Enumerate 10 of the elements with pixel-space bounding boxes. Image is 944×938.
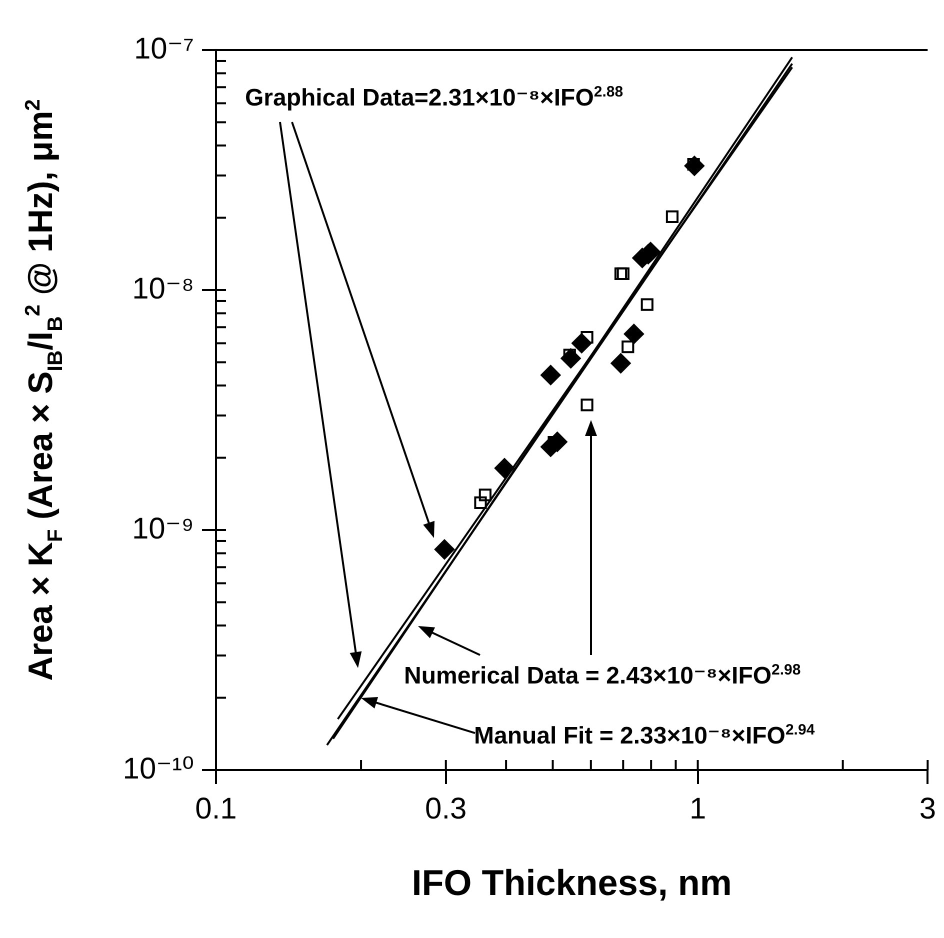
text: Area × KF (Area × SIB/IB2 @ 1Hz), μm2	[21, 99, 67, 681]
y-tick-label: 10⁻⁷	[134, 32, 194, 66]
x-tick-label: 0.1	[195, 792, 237, 826]
y-tick-label: 10⁻⁹	[132, 512, 194, 546]
x-tick-label: 1	[689, 792, 706, 826]
x-tick-label: 0.3	[425, 792, 467, 826]
y-tick-label: 10⁻⁸	[132, 272, 194, 306]
y-tick-label: 10⁻¹⁰	[122, 752, 194, 786]
x-tick-label: 3	[919, 792, 936, 826]
x-axis-title: IFO Thickness, nm	[412, 862, 732, 903]
